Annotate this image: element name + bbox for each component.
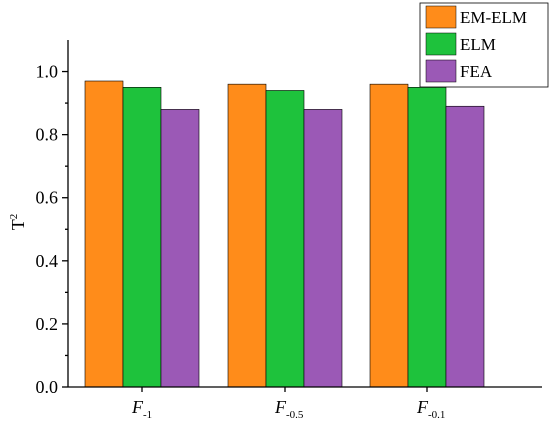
x-tick-label-sub: -0.5 bbox=[286, 409, 304, 421]
legend-swatch bbox=[425, 32, 457, 56]
bar-elm-3 bbox=[407, 87, 447, 388]
legend-entry-label: EM-ELM bbox=[460, 8, 527, 27]
y-tick-label: 0.8 bbox=[36, 125, 59, 145]
legend-entry-label: FEA bbox=[460, 62, 493, 81]
y-axis-label-main: T bbox=[8, 219, 28, 230]
y-ticks-group: 0.0 0.2 0.4 0.6 0.8 1.0 bbox=[36, 62, 68, 397]
y-axis-label: T2 bbox=[8, 214, 28, 231]
y-tick-label: 0.4 bbox=[36, 251, 59, 271]
bar-fea-3 bbox=[445, 105, 485, 388]
bar-elm-1 bbox=[122, 87, 162, 388]
bar-em-elm-3 bbox=[369, 83, 409, 388]
legend-swatch bbox=[425, 5, 457, 29]
bar-fea-1 bbox=[160, 109, 200, 388]
legend-entry-label: ELM bbox=[460, 35, 496, 54]
y-tick-label: 1.0 bbox=[36, 62, 59, 82]
x-tick-label-main: F bbox=[416, 397, 429, 417]
legend-swatch bbox=[425, 59, 457, 83]
axes-group bbox=[67, 40, 542, 388]
x-tick-label-main: F bbox=[131, 397, 144, 417]
bars-group bbox=[84, 80, 485, 388]
legend: EM-ELM ELM FEA bbox=[419, 2, 549, 88]
x-tick-label: F-0.5 bbox=[274, 397, 304, 421]
y-tick-label: 0.0 bbox=[36, 377, 59, 397]
x-tick-label: F-0.1 bbox=[416, 397, 445, 421]
bar-elm-2 bbox=[265, 90, 305, 388]
x-tick-label: F-1 bbox=[131, 397, 152, 421]
y-axis-label-sup: 2 bbox=[8, 214, 20, 220]
x-tick-label-sub: -1 bbox=[143, 409, 152, 421]
x-tick-label-sub: -0.1 bbox=[428, 409, 445, 421]
y-tick-label: 0.2 bbox=[36, 314, 59, 334]
y-tick-label: 0.6 bbox=[36, 188, 59, 208]
bar-em-elm-1 bbox=[84, 80, 124, 388]
x-tick-labels-group: F-1 F-0.5 F-0.1 bbox=[131, 387, 445, 421]
bar-em-elm-2 bbox=[227, 83, 267, 388]
x-tick-label-main: F bbox=[274, 397, 287, 417]
bar-fea-2 bbox=[303, 109, 343, 388]
